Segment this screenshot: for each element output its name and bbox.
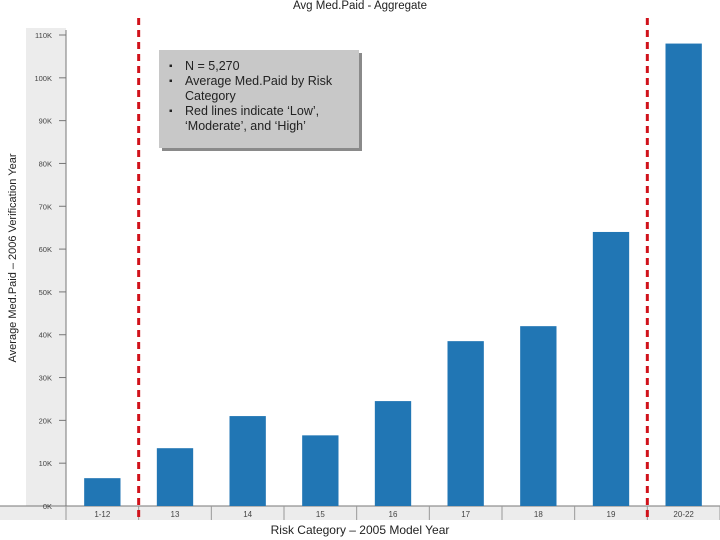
y-axis-title: Average Med.Paid – 2006 Verification Yea… (7, 153, 19, 362)
y-tick-label: 20K (39, 416, 52, 425)
x-tick-label: 20-22 (673, 510, 694, 519)
y-tick-label: 70K (39, 202, 52, 211)
y-tick-label: 0K (43, 502, 52, 511)
bar-19 (592, 231, 630, 507)
y-tick-label: 30K (39, 374, 52, 383)
x-tick-label: 15 (316, 510, 325, 519)
bar-16 (374, 401, 412, 506)
x-axis-band (0, 506, 720, 520)
annotation-text: Red lines indicate ‘Low’, ‘Moderate’, an… (185, 104, 320, 133)
x-tick-label: 1-12 (94, 510, 111, 519)
chart-title: Avg Med.Paid - Aggregate (293, 0, 427, 12)
annotation-item: ▪ N = 5,270 (169, 59, 240, 73)
y-tick-label: 80K (39, 159, 52, 168)
annotation-item: ▪ Red lines indicate ‘Low’, ‘Moderate’, a… (169, 104, 320, 133)
y-tick-label: 60K (39, 245, 52, 254)
annotation-text: Average Med.Paid by Risk Category (185, 74, 333, 103)
y-tick-label: 100K (34, 74, 52, 83)
annotation-box: ▪ N = 5,270 ▪ Average Med.Paid by Risk Cat… (159, 50, 359, 148)
bar-14 (229, 416, 266, 506)
x-tick-label: 13 (171, 510, 180, 519)
x-tick-label: 17 (461, 510, 470, 519)
bar-17 (447, 341, 484, 506)
y-tick-label: 40K (39, 331, 52, 340)
y-tick-label: 110K (35, 31, 52, 40)
x-tick-label: 16 (389, 510, 398, 519)
y-tick-label: 10K (39, 459, 52, 468)
bar-1-12 (84, 478, 121, 506)
annotation-text: N = 5,270 (185, 59, 240, 73)
x-axis-title: Risk Category – 2005 Model Year (271, 523, 450, 537)
x-tick-label: 14 (243, 510, 252, 519)
annotation-item: ▪ Average Med.Paid by Risk Category (169, 74, 333, 103)
bar-18 (520, 326, 557, 506)
x-tick-label: 19 (607, 510, 616, 519)
bar-13 (156, 448, 194, 506)
x-tick-label: 18 (534, 510, 543, 519)
bar-15 (302, 435, 339, 506)
y-tick-label: 50K (39, 288, 52, 297)
bar-20-22 (665, 43, 702, 507)
y-axis-band (26, 28, 66, 506)
y-tick-label: 90K (39, 117, 52, 126)
